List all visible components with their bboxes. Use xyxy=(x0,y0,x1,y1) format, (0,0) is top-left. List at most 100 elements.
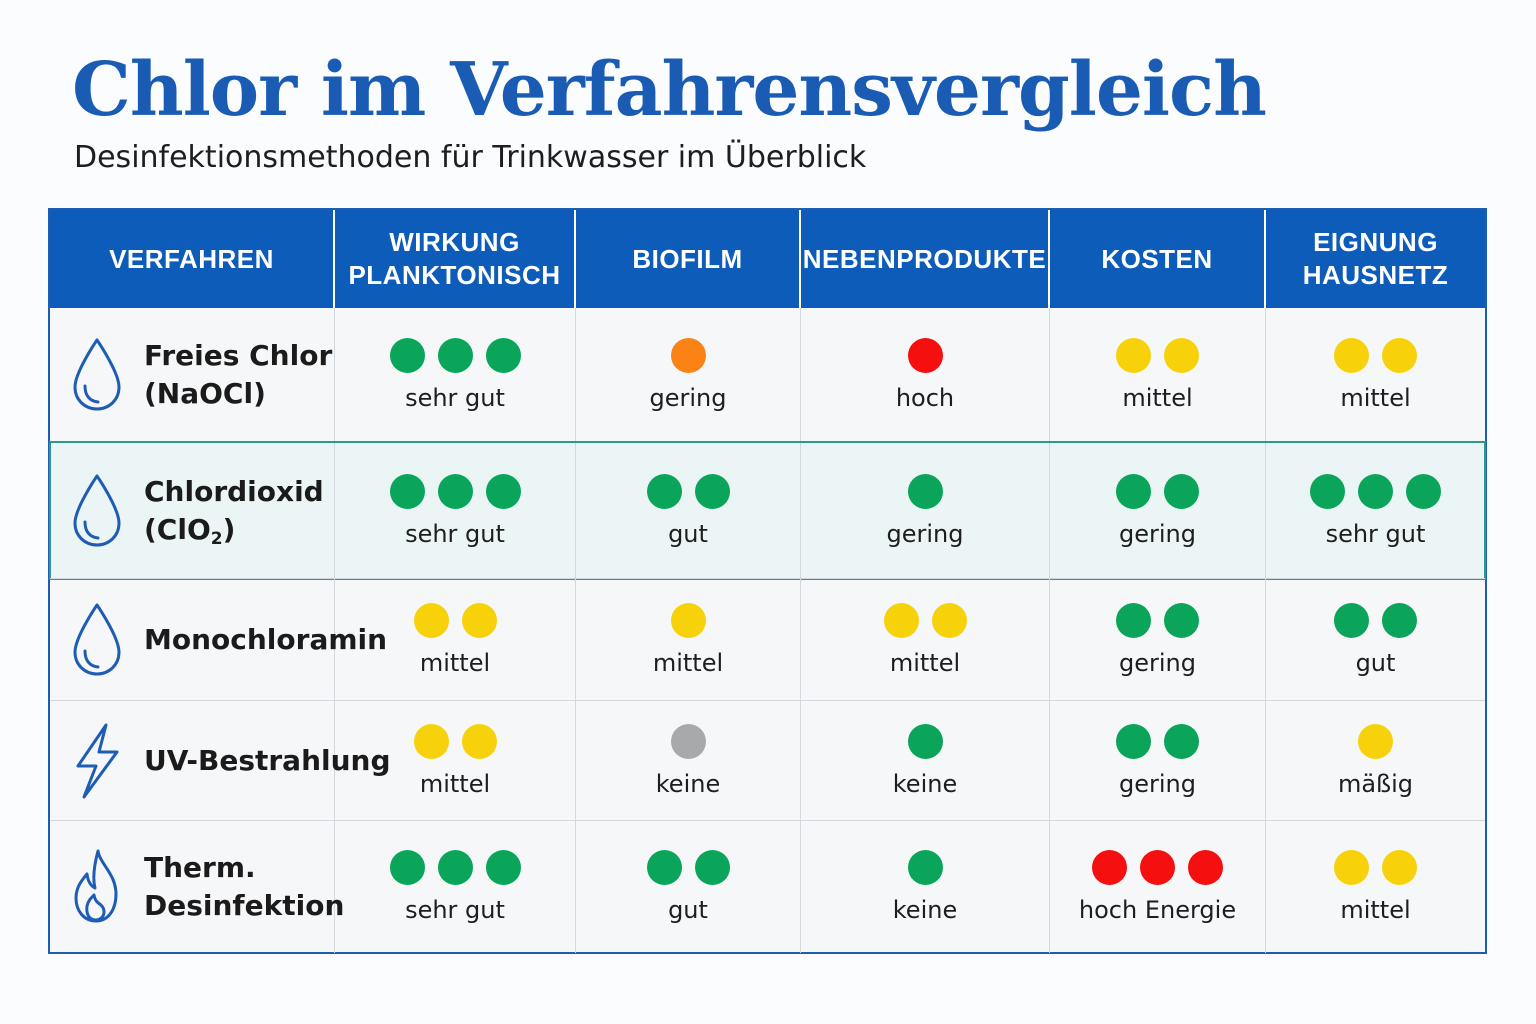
rating-dots xyxy=(907,473,943,509)
rating-dot-green xyxy=(437,473,473,509)
rating-dots xyxy=(389,337,521,373)
method-cell: Monochloramin xyxy=(50,579,387,701)
rating-dot-red xyxy=(907,337,943,373)
rating-dots xyxy=(1334,602,1417,638)
method-name: Chlordioxid (ClO2) xyxy=(144,475,324,549)
rating-dots xyxy=(670,337,706,373)
rating-dots xyxy=(670,602,706,638)
method-cell: Chlordioxid (ClO2) xyxy=(50,443,335,579)
drop-icon xyxy=(68,335,126,415)
flame-icon xyxy=(68,847,126,927)
rating-dot-green xyxy=(1334,602,1369,638)
rating-label: gering xyxy=(1119,649,1196,677)
rating-cell-wirkung: sehr gut xyxy=(335,308,576,442)
rating-dot-red xyxy=(1092,849,1127,885)
rating-dot-green xyxy=(1358,473,1393,509)
drop-icon xyxy=(68,600,126,680)
rating-dot-red xyxy=(1188,849,1223,885)
rating-label: keine xyxy=(892,896,958,924)
rating-dots xyxy=(1116,473,1199,509)
rating-dot-green xyxy=(485,337,521,373)
rating-dot-yellow xyxy=(1334,337,1369,373)
rating-dots xyxy=(1116,723,1199,759)
rating-dot-green xyxy=(907,849,943,885)
rating-cell-nebenprodukte: hoch xyxy=(801,308,1050,442)
rating-dot-yellow xyxy=(461,602,497,638)
rating-dot-gray xyxy=(670,723,706,759)
rating-dots xyxy=(389,849,521,885)
rating-label: hoch xyxy=(895,384,955,412)
column-header-wirkung: WIRKUNG PLANKTONISCH xyxy=(335,210,576,308)
rating-cell-nebenprodukte: mittel xyxy=(801,579,1050,701)
rating-dots xyxy=(883,602,967,638)
rating-dots xyxy=(389,473,521,509)
lightning-icon xyxy=(68,721,126,801)
rating-dot-green xyxy=(389,337,425,373)
rating-label: keine xyxy=(892,770,958,798)
rating-cell-eignung: mäßig xyxy=(1266,701,1485,821)
rating-dot-green xyxy=(1406,473,1441,509)
rating-cell-kosten: gering xyxy=(1050,579,1266,701)
rating-label: sehr gut xyxy=(405,896,505,924)
rating-dot-yellow xyxy=(670,602,706,638)
rating-label: gering xyxy=(649,384,727,412)
rating-dot-yellow xyxy=(931,602,967,638)
rating-cell-nebenprodukte: gering xyxy=(801,443,1050,579)
rating-dots xyxy=(907,337,943,373)
rating-dot-green xyxy=(1382,602,1417,638)
rating-dots xyxy=(1116,337,1199,373)
rating-dot-green xyxy=(1164,723,1199,759)
rating-dot-yellow xyxy=(413,602,449,638)
rating-dot-green xyxy=(907,723,943,759)
rating-dot-green xyxy=(694,849,730,885)
rating-dots xyxy=(1092,849,1223,885)
table-row: Therm. Desinfektion sehr gut gut keine hoch E… xyxy=(50,820,1485,953)
rating-dots xyxy=(907,723,943,759)
rating-label: hoch Energie xyxy=(1078,896,1237,924)
rating-dot-orange xyxy=(670,337,706,373)
rating-label: sehr gut xyxy=(405,520,505,548)
rating-cell-eignung: gut xyxy=(1266,579,1485,701)
rating-label: gut xyxy=(1355,649,1396,677)
rating-dots xyxy=(1358,723,1393,759)
rating-cell-kosten: hoch Energie xyxy=(1050,821,1266,953)
rating-dot-yellow xyxy=(1334,849,1369,885)
rating-dots xyxy=(1334,337,1417,373)
rating-dot-green xyxy=(646,473,682,509)
rating-cell-eignung: mittel xyxy=(1266,308,1485,442)
column-header-kosten: KOSTEN xyxy=(1050,210,1266,308)
rating-cell-nebenprodukte: keine xyxy=(801,821,1050,953)
rating-dots xyxy=(670,723,706,759)
method-name: UV-Bestrahlung xyxy=(144,744,391,777)
rating-label: gering xyxy=(886,520,964,548)
rating-label: mittel xyxy=(419,770,491,798)
rating-dot-yellow xyxy=(461,723,497,759)
rating-dot-green xyxy=(485,849,521,885)
rating-cell-wirkung: sehr gut xyxy=(335,443,576,579)
rating-cell-biofilm: gering xyxy=(576,308,801,442)
column-header-biofilm: BIOFILM xyxy=(576,210,801,308)
rating-cell-eignung: sehr gut xyxy=(1266,443,1485,579)
rating-label: mittel xyxy=(1122,384,1193,412)
rating-label: mäßig xyxy=(1337,770,1414,798)
rating-dot-green xyxy=(389,849,425,885)
rating-cell-nebenprodukte: keine xyxy=(801,701,1050,821)
rating-dot-green xyxy=(1116,473,1151,509)
rating-dot-green xyxy=(437,849,473,885)
rating-cell-kosten: gering xyxy=(1050,443,1266,579)
method-name: Therm. Desinfektion xyxy=(144,851,345,922)
rating-label: gering xyxy=(1119,520,1196,548)
rating-dot-yellow xyxy=(1116,337,1151,373)
drop-icon xyxy=(68,471,126,551)
rating-dots xyxy=(907,849,943,885)
rating-dots xyxy=(1334,849,1417,885)
rating-label: mittel xyxy=(1340,384,1411,412)
rating-cell-wirkung: mittel xyxy=(335,701,576,821)
rating-cell-eignung: mittel xyxy=(1266,821,1485,953)
rating-dot-green xyxy=(485,473,521,509)
rating-dot-green xyxy=(694,473,730,509)
rating-dots xyxy=(413,723,497,759)
rating-dots xyxy=(413,602,497,638)
rating-dot-yellow xyxy=(1382,337,1417,373)
rating-label: mittel xyxy=(652,649,724,677)
